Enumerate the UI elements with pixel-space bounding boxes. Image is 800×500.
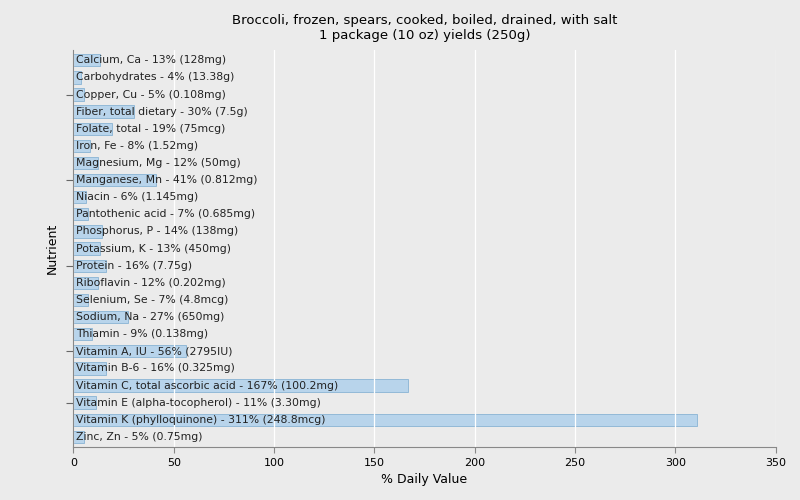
Text: Calcium, Ca - 13% (128mg): Calcium, Ca - 13% (128mg) [77, 56, 226, 66]
Bar [74, 362, 106, 374]
Bar [74, 140, 90, 152]
Bar [74, 345, 186, 358]
Text: Phosphorus, P - 14% (138mg): Phosphorus, P - 14% (138mg) [77, 226, 238, 236]
Text: Vitamin B-6 - 16% (0.325mg): Vitamin B-6 - 16% (0.325mg) [77, 364, 235, 374]
Bar [74, 106, 134, 118]
Text: Magnesium, Mg - 12% (50mg): Magnesium, Mg - 12% (50mg) [77, 158, 242, 168]
Bar [74, 311, 128, 323]
Text: Niacin - 6% (1.145mg): Niacin - 6% (1.145mg) [77, 192, 198, 202]
Text: Vitamin C, total ascorbic acid - 167% (100.2mg): Vitamin C, total ascorbic acid - 167% (1… [77, 380, 338, 390]
Bar [74, 122, 111, 135]
Text: Vitamin E (alpha-tocopherol) - 11% (3.30mg): Vitamin E (alpha-tocopherol) - 11% (3.30… [77, 398, 322, 407]
Text: Zinc, Zn - 5% (0.75mg): Zinc, Zn - 5% (0.75mg) [77, 432, 203, 442]
Title: Broccoli, frozen, spears, cooked, boiled, drained, with salt
1 package (10 oz) y: Broccoli, frozen, spears, cooked, boiled… [232, 14, 618, 42]
Bar [74, 191, 86, 203]
Bar [74, 157, 98, 169]
Text: Copper, Cu - 5% (0.108mg): Copper, Cu - 5% (0.108mg) [77, 90, 226, 100]
Text: Iron, Fe - 8% (1.52mg): Iron, Fe - 8% (1.52mg) [77, 141, 198, 151]
Bar [74, 380, 409, 392]
Text: Selenium, Se - 7% (4.8mcg): Selenium, Se - 7% (4.8mcg) [77, 295, 229, 305]
Bar [74, 88, 83, 101]
Text: Protein - 16% (7.75g): Protein - 16% (7.75g) [77, 260, 193, 270]
Text: Riboflavin - 12% (0.202mg): Riboflavin - 12% (0.202mg) [77, 278, 226, 288]
Y-axis label: Nutrient: Nutrient [46, 223, 59, 274]
Bar [74, 54, 99, 66]
Text: Potassium, K - 13% (450mg): Potassium, K - 13% (450mg) [77, 244, 231, 254]
Text: Sodium, Na - 27% (650mg): Sodium, Na - 27% (650mg) [77, 312, 225, 322]
Text: Thiamin - 9% (0.138mg): Thiamin - 9% (0.138mg) [77, 329, 209, 339]
Text: Vitamin K (phylloquinone) - 311% (248.8mcg): Vitamin K (phylloquinone) - 311% (248.8m… [77, 415, 326, 425]
Text: Pantothenic acid - 7% (0.685mg): Pantothenic acid - 7% (0.685mg) [77, 210, 256, 220]
Text: Folate, total - 19% (75mcg): Folate, total - 19% (75mcg) [77, 124, 226, 134]
Bar [74, 226, 102, 237]
Bar [74, 208, 87, 220]
Bar [74, 174, 156, 186]
Bar [74, 414, 698, 426]
Bar [74, 396, 95, 409]
Bar [74, 328, 91, 340]
Bar [74, 294, 87, 306]
Bar [74, 430, 83, 443]
Bar [74, 71, 82, 84]
Text: Fiber, total dietary - 30% (7.5g): Fiber, total dietary - 30% (7.5g) [77, 106, 248, 117]
Text: Manganese, Mn - 41% (0.812mg): Manganese, Mn - 41% (0.812mg) [77, 175, 258, 185]
Text: Vitamin A, IU - 56% (2795IU): Vitamin A, IU - 56% (2795IU) [77, 346, 233, 356]
Text: Carbohydrates - 4% (13.38g): Carbohydrates - 4% (13.38g) [77, 72, 235, 83]
Bar [74, 276, 98, 289]
Bar [74, 242, 99, 254]
Bar [74, 260, 106, 272]
X-axis label: % Daily Value: % Daily Value [382, 473, 468, 486]
